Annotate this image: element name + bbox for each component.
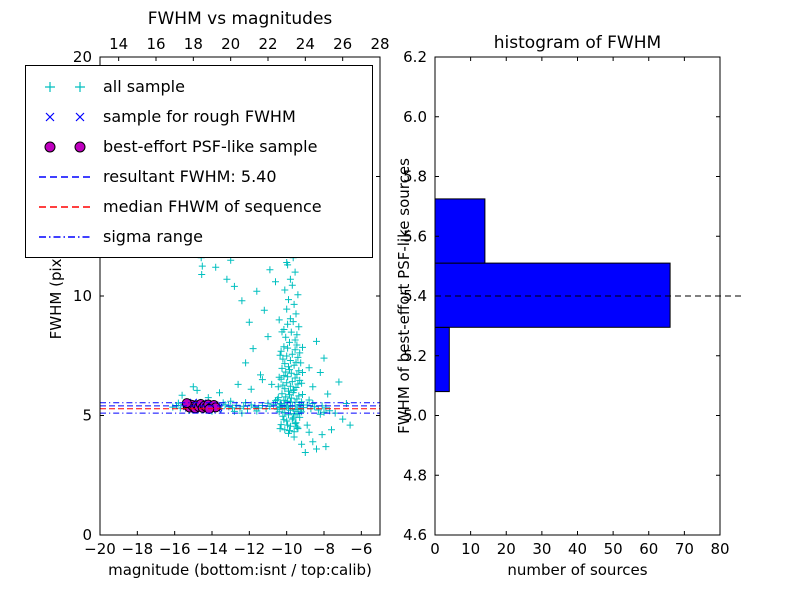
svg-text:−18: −18 <box>122 540 154 558</box>
svg-text:0: 0 <box>82 526 92 544</box>
svg-text:−16: −16 <box>159 540 191 558</box>
svg-text:28: 28 <box>370 35 389 53</box>
legend-entry: all sample <box>36 74 362 99</box>
svg-text:5.4: 5.4 <box>403 287 427 305</box>
svg-text:22: 22 <box>258 35 277 53</box>
histogram-title: histogram of FWHM <box>493 33 662 53</box>
x-marker-icon <box>45 112 85 121</box>
scatter-title: FWHM vs magnitudes <box>147 9 333 29</box>
dashed-line-icon <box>39 175 91 178</box>
legend-label: best-effort PSF-like sample <box>103 137 318 156</box>
svg-text:40: 40 <box>568 540 587 558</box>
legend-entry: median FHWM of sequence <box>36 194 362 219</box>
svg-text:5.8: 5.8 <box>403 168 427 186</box>
svg-text:20: 20 <box>497 540 516 558</box>
svg-text:−6: −6 <box>350 540 372 558</box>
svg-text:5: 5 <box>82 407 92 425</box>
legend-entry: resultant FWHM: 5.40 <box>36 164 362 189</box>
svg-text:20: 20 <box>221 35 240 53</box>
svg-text:50: 50 <box>604 540 623 558</box>
circle-marker-icon <box>44 141 86 152</box>
svg-text:18: 18 <box>184 35 203 53</box>
legend-label: resultant FWHM: 5.40 <box>103 167 277 186</box>
svg-text:20: 20 <box>73 48 92 66</box>
svg-text:0: 0 <box>430 540 440 558</box>
svg-text:5.6: 5.6 <box>403 227 427 245</box>
scatter-ylabel: FWHM (pix) <box>47 252 65 340</box>
legend-entry: best-effort PSF-like sample <box>36 134 362 159</box>
legend: all sample sample for rough FWHM best-effo… <box>25 65 373 258</box>
histogram-ylabel: FWHM of best-effort PSF-like sources <box>395 158 413 434</box>
scatter-xlabel: magnitude (bottom:isnt / top:calib) <box>108 561 372 579</box>
legend-label: sigma range <box>103 227 203 246</box>
svg-text:6.0: 6.0 <box>403 108 427 126</box>
svg-text:14: 14 <box>109 35 128 53</box>
svg-text:4.6: 4.6 <box>403 526 427 544</box>
svg-text:−14: −14 <box>196 540 228 558</box>
svg-text:60: 60 <box>639 540 658 558</box>
dashed-line-icon <box>39 205 91 208</box>
svg-text:10: 10 <box>461 540 480 558</box>
svg-text:6.2: 6.2 <box>403 48 427 66</box>
histogram-xlabel: number of sources <box>507 561 648 579</box>
svg-text:−10: −10 <box>271 540 303 558</box>
dashdot-line-icon <box>39 235 91 238</box>
svg-text:5.0: 5.0 <box>403 407 427 425</box>
legend-entry: sigma range <box>36 224 362 249</box>
svg-text:5.2: 5.2 <box>403 347 427 365</box>
svg-text:−20: −20 <box>84 540 116 558</box>
svg-text:−12: −12 <box>234 540 266 558</box>
legend-label: sample for rough FWHM <box>103 107 296 126</box>
svg-text:80: 80 <box>710 540 729 558</box>
svg-text:70: 70 <box>675 540 694 558</box>
svg-text:26: 26 <box>333 35 352 53</box>
svg-text:30: 30 <box>532 540 551 558</box>
legend-label: median FHWM of sequence <box>103 197 322 216</box>
svg-text:10: 10 <box>73 287 92 305</box>
plus-marker-icon <box>45 81 85 92</box>
legend-label: all sample <box>103 77 185 96</box>
svg-text:4.8: 4.8 <box>403 466 427 484</box>
svg-text:−8: −8 <box>313 540 335 558</box>
svg-text:24: 24 <box>296 35 315 53</box>
svg-text:16: 16 <box>146 35 165 53</box>
legend-entry: sample for rough FWHM <box>36 104 362 129</box>
